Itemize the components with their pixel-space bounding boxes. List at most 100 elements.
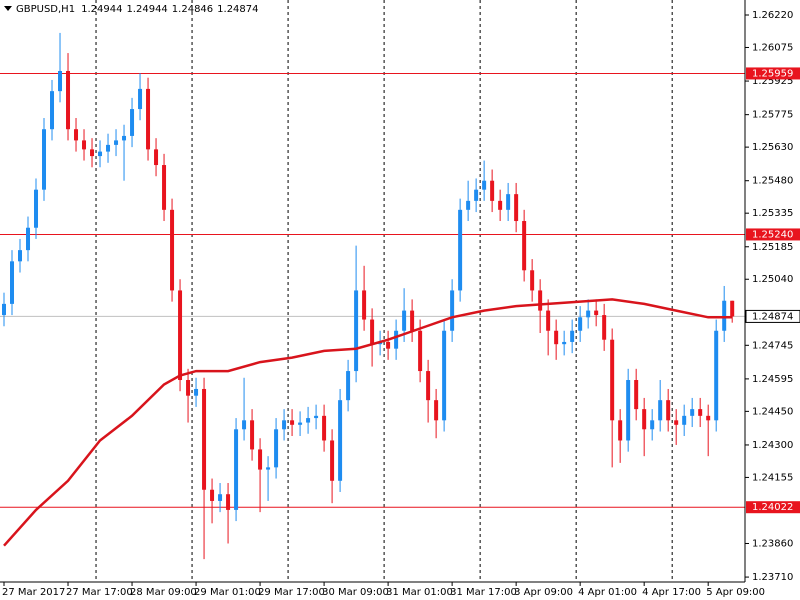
candle-body (658, 400, 663, 421)
y-tick-label: 1.25185 (752, 242, 793, 253)
x-tick-label: 28 Mar 09:00 (130, 587, 197, 598)
current-price-label: 1.24874 (752, 311, 793, 322)
candle-body (594, 310, 599, 316)
level-tag (746, 67, 800, 80)
candle-body (322, 415, 327, 441)
candle-body (26, 227, 31, 251)
candle-body (546, 310, 551, 331)
candle-body (42, 129, 47, 190)
header-value: 1.24874 (217, 4, 258, 15)
candle-body (250, 420, 255, 450)
candle-body (514, 194, 519, 222)
candle-body (394, 330, 399, 349)
y-tick-label: 1.23710 (752, 572, 793, 583)
candle-body (338, 400, 343, 481)
candle-body (466, 200, 471, 210)
x-tick-label: 29 Mar 01:00 (194, 587, 261, 598)
candle-body (122, 135, 127, 141)
candle-body (98, 151, 103, 157)
candle-body (106, 144, 111, 152)
candle-body (114, 140, 119, 145)
candle-body (498, 200, 503, 210)
candle-body (74, 129, 79, 141)
candle-body (554, 330, 559, 345)
candle-body (354, 290, 359, 372)
candle-body (370, 319, 375, 345)
symbol-header: GBPUSD,H1 1.24944 1.24944 1.24846 1.24874 (16, 4, 259, 15)
candle-body (706, 415, 711, 421)
candle-body (458, 209, 463, 291)
x-tick-label: 5 Apr 09:00 (706, 587, 765, 598)
candle-body (10, 261, 15, 304)
menu-triangle[interactable] (4, 6, 12, 11)
candle-body (346, 371, 351, 401)
candle-body (298, 422, 303, 425)
candle-body (642, 409, 647, 430)
candle-body (538, 290, 543, 311)
candle-body (90, 149, 95, 157)
candle-body (626, 380, 631, 441)
candle-body (618, 420, 623, 441)
candle-body (330, 440, 335, 481)
candle-body (442, 330, 447, 421)
moving-average (3, 298, 733, 547)
candle-body (578, 317, 583, 331)
candle-body (50, 91, 55, 130)
level-label: 1.25240 (752, 229, 793, 240)
candle-body (154, 149, 159, 166)
candle-body (490, 180, 495, 201)
x-tick-label: 4 Apr 01:00 (578, 587, 637, 598)
y-tick-label: 1.24595 (752, 374, 793, 385)
header-value: 1.24944 (126, 4, 167, 15)
candle-body (674, 420, 679, 425)
candle-body (730, 300, 735, 317)
y-tick-label: 1.26075 (752, 42, 793, 53)
candle-body (698, 409, 703, 416)
candle-body (130, 109, 135, 136)
candle-body (682, 415, 687, 425)
candle-body (18, 250, 23, 262)
candle-body (450, 290, 455, 331)
candle-body (162, 165, 167, 210)
candle-body (506, 194, 511, 210)
candle-body (570, 330, 575, 342)
candle-body (666, 400, 671, 421)
candle-body (258, 449, 263, 470)
y-tick-label: 1.25925 (752, 76, 793, 87)
candle-body (426, 371, 431, 401)
y-tick-label: 1.24300 (752, 440, 793, 451)
symbol: GBPUSD,H1 (16, 4, 75, 15)
candle-body (650, 420, 655, 430)
candle-body (146, 88, 151, 150)
candle-body (474, 189, 479, 201)
candle-body (306, 418, 311, 423)
level-tag (746, 501, 800, 514)
candle-body (314, 415, 319, 419)
candle-body (218, 494, 223, 501)
candle-body (722, 300, 727, 331)
candle-body (362, 290, 367, 320)
candle-body (58, 70, 63, 92)
y-tick-label: 1.25775 (752, 110, 793, 121)
plot-area (0, 0, 745, 582)
candle-body (410, 310, 415, 331)
header-value: 1.24846 (172, 4, 213, 15)
level-label: 1.25959 (752, 68, 793, 79)
header-value: 1.24944 (81, 4, 122, 15)
candle-body (402, 310, 407, 331)
candle-body (66, 70, 71, 130)
candle-body (82, 140, 87, 150)
x-tick-label: 4 Apr 17:00 (642, 587, 701, 598)
candle-body (610, 339, 615, 421)
y-tick-label: 1.25335 (752, 208, 793, 219)
y-tick-label: 1.24450 (752, 406, 793, 417)
y-tick-label: 1.23860 (752, 538, 793, 549)
y-tick-label: 1.26220 (752, 10, 793, 21)
level-tag (746, 228, 800, 241)
candle-body (2, 303, 7, 316)
candle-body (138, 88, 143, 110)
candle-body (266, 467, 271, 470)
